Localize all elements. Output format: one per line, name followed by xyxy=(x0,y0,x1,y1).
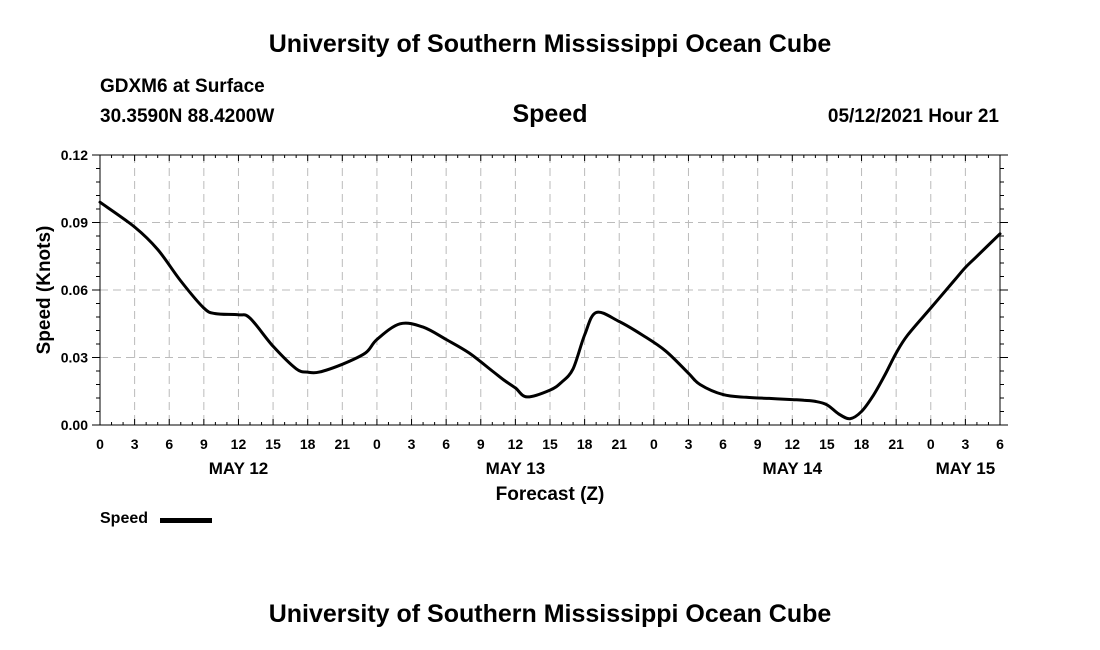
x-tick-label: 12 xyxy=(785,436,801,452)
y-tick-label: 0.09 xyxy=(61,215,88,231)
date-label: MAY 14 xyxy=(763,459,823,478)
legend-line-swatch xyxy=(160,518,212,523)
report-title-top: University of Southern Mississippi Ocean… xyxy=(268,30,832,58)
speed-series-line xyxy=(98,200,1002,421)
x-tick-label: 3 xyxy=(685,436,693,452)
axis-labels: 0 3 6 9 12 15 18 21 0 3 6 9 12 15 18 21 0 3 6 9 12 15 18 21 0 3 6 0… xyxy=(61,147,1004,478)
x-tick-label: 0 xyxy=(927,436,935,452)
x-tick-label: 18 xyxy=(300,436,316,452)
x-tick-label: 15 xyxy=(819,436,835,452)
x-tick-label: 15 xyxy=(265,436,281,452)
y-tick-label: 0.00 xyxy=(61,417,88,433)
x-tick-label: 9 xyxy=(754,436,762,452)
x-tick-label: 18 xyxy=(854,436,870,452)
x-tick-label: 3 xyxy=(131,436,139,452)
x-tick-label: 6 xyxy=(996,436,1004,452)
date-label: MAY 12 xyxy=(209,459,269,478)
x-tick-label: 0 xyxy=(373,436,381,452)
grid-lines xyxy=(100,155,1000,425)
plot-frame xyxy=(99,154,1001,426)
x-tick-label: 6 xyxy=(442,436,450,452)
date-label: MAY 15 xyxy=(936,459,996,478)
y-tick-label: 0.12 xyxy=(61,147,88,163)
forecast-timestamp: 05/12/2021 Hour 21 xyxy=(827,106,999,127)
x-tick-label: 21 xyxy=(888,436,904,452)
x-tick-label: 9 xyxy=(477,436,485,452)
x-tick-label: 12 xyxy=(231,436,247,452)
x-tick-label: 21 xyxy=(611,436,627,452)
x-tick-label: 0 xyxy=(650,436,658,452)
x-tick-label: 3 xyxy=(961,436,969,452)
x-tick-label: 0 xyxy=(96,436,104,452)
legend-label: Speed xyxy=(100,510,149,527)
x-tick-label: 9 xyxy=(200,436,208,452)
station-label: GDXM6 at Surface xyxy=(100,76,265,97)
date-label: MAY 13 xyxy=(486,459,546,478)
y-tick-label: 0.03 xyxy=(61,350,88,366)
x-tick-label: 21 xyxy=(335,436,351,452)
station-coordinates: 30.3590N 88.4200W xyxy=(100,106,275,127)
chart-title: Speed xyxy=(512,100,588,128)
x-axis-title: Forecast (Z) xyxy=(496,484,605,505)
report-title-bottom: University of Southern Mississippi Ocean… xyxy=(268,600,832,628)
x-tick-label: 3 xyxy=(408,436,416,452)
x-tick-label: 6 xyxy=(165,436,173,452)
y-tick-label: 0.06 xyxy=(61,282,88,298)
x-tick-label: 15 xyxy=(542,436,558,452)
x-tick-label: 6 xyxy=(719,436,727,452)
x-tick-label: 12 xyxy=(508,436,524,452)
x-tick-label: 18 xyxy=(577,436,593,452)
y-axis-title: Speed (Knots) xyxy=(34,226,55,355)
